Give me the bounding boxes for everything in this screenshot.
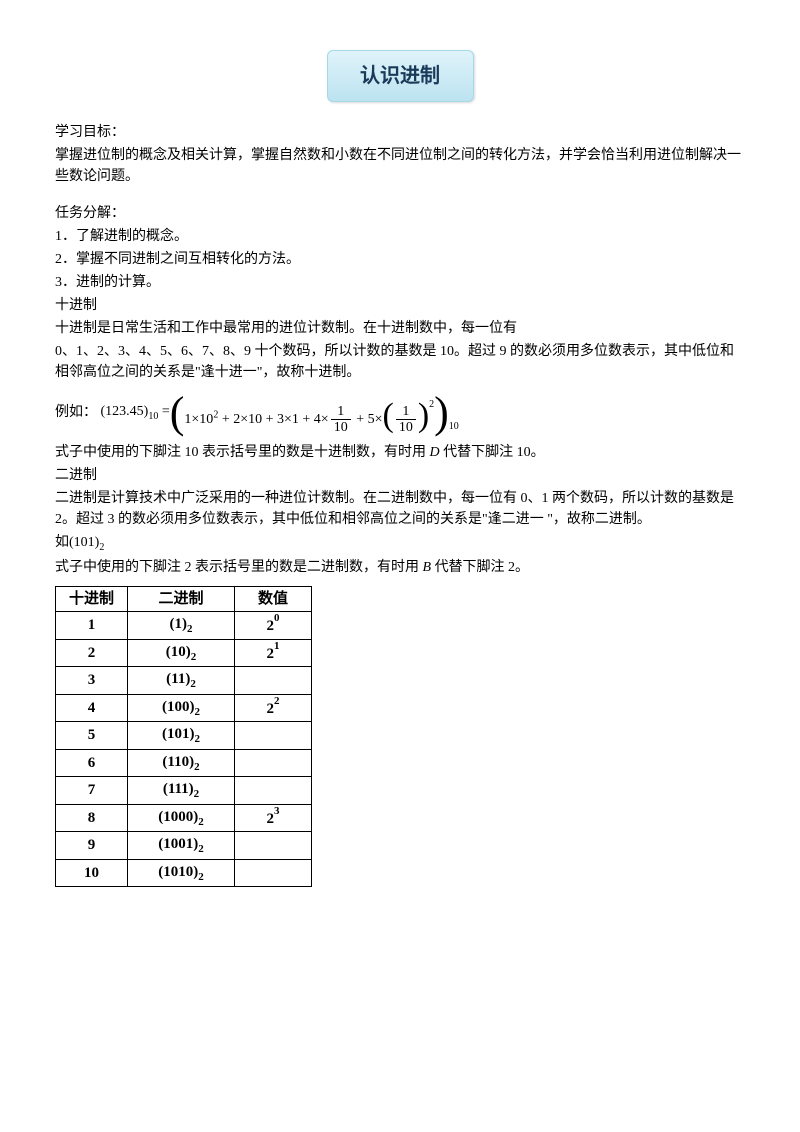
bin-cell: (11)2 [128,667,235,695]
table-header: 数值 [235,586,312,612]
bin-cell: (1)2 [128,612,235,640]
bin-p2: 如(101) [55,535,99,550]
val-cell [235,667,312,695]
table-header: 二进制 [128,586,235,612]
binary-text-2: 如(101)2 [55,532,745,555]
decimal-text-1: 十进制是日常生活和工作中最常用的进位计数制。在十进制数中，每一位有 [55,318,745,339]
dec-cell: 1 [56,612,128,640]
table-row: 2(10)221 [56,639,312,667]
val-cell: 23 [235,804,312,832]
dec-p3-a: 式子中使用的下脚注 10 表示括号里的数是十进制数，有时用 [55,445,430,460]
formula-body: 1×102 + 2×10 + 3×1 + 4×110 + 5×(110)2 [184,387,434,438]
inner-rparen-icon: ) [418,397,429,434]
table-body: 1(1)2202(10)2213(11)24(100)2225(101)26(1… [56,612,312,887]
table-row: 6(110)2 [56,749,312,777]
bin-cell: (1000)2 [128,804,235,832]
task-3: 3．进制的计算。 [55,272,745,293]
term3: + 5× [353,412,383,427]
inner-lparen-icon: ( [382,397,393,434]
dec-p3-b: D [430,445,440,460]
goal-heading: 学习目标： [55,122,745,143]
table-row: 3(11)2 [56,667,312,695]
binary-heading: 二进制 [55,465,745,486]
fraction-1: 110 [331,404,351,436]
bin-p3-b: B [423,560,432,575]
val-cell [235,832,312,860]
table-row: 10(1010)2 [56,859,312,887]
table-row: 7(111)2 [56,777,312,805]
frac2-num: 1 [396,404,416,420]
formula-lhs-num: 123.45 [105,404,144,419]
bin-cell: (101)2 [128,722,235,750]
dec-cell: 9 [56,832,128,860]
dec-cell: 4 [56,694,128,722]
bin-cell: (10)2 [128,639,235,667]
val-cell [235,722,312,750]
formula-row: 例如： (123.45)10 = ( 1×102 + 2×10 + 3×1 + … [55,387,745,438]
dec-cell: 5 [56,722,128,750]
formula-lhs-sub: 10 [148,411,158,422]
frac1-num: 1 [331,404,351,420]
binary-text-3: 式子中使用的下脚注 2 表示括号里的数是二进制数，有时用 B 代替下脚注 2。 [55,557,745,578]
dec-cell: 10 [56,859,128,887]
val-cell [235,859,312,887]
decimal-text-3: 式子中使用的下脚注 10 表示括号里的数是十进制数，有时用 D 代替下脚注 10… [55,442,745,463]
decimal-text-2: 0、1、2、3、4、5、6、7、8、9 十个数码，所以计数的基数是 10。超过 … [55,341,745,383]
table-row: 5(101)2 [56,722,312,750]
table-row: 9(1001)2 [56,832,312,860]
bin-p3-a: 式子中使用的下脚注 2 表示括号里的数是二进制数，有时用 [55,560,423,575]
fraction-2: 110 [396,404,416,436]
dec-cell: 6 [56,749,128,777]
bin-cell: (110)2 [128,749,235,777]
formula-lhs: (123.45)10 = [97,401,170,424]
frac1-den: 10 [331,420,351,435]
dec-p3-c: 代替下脚注 10。 [440,445,545,460]
bin-p2-sub: 2 [99,542,104,553]
term2: + 2×10 + 3×1 + 4× [218,412,328,427]
val-cell: 21 [235,639,312,667]
task-1: 1．了解进制的概念。 [55,226,745,247]
frac2-den: 10 [396,420,416,435]
table-row: 1(1)220 [56,612,312,640]
formula-prefix: 例如： [55,402,97,423]
term1: 1×10 [184,412,213,427]
table-row: 8(1000)223 [56,804,312,832]
val-cell: 20 [235,612,312,640]
dec-cell: 2 [56,639,128,667]
task-heading: 任务分解： [55,203,745,224]
dec-cell: 3 [56,667,128,695]
dec-cell: 7 [56,777,128,805]
val-cell [235,749,312,777]
val-cell: 22 [235,694,312,722]
bin-p3-c: 代替下脚注 2。 [431,560,529,575]
table-row: 4(100)222 [56,694,312,722]
goal-text: 掌握进位制的概念及相关计算，掌握自然数和小数在不同进位制之间的转化方法，并学会恰… [55,145,745,187]
rparen-icon: ) [434,391,449,435]
page-title: 认识进制 [327,50,474,102]
task-2: 2．掌握不同进制之间互相转化的方法。 [55,249,745,270]
val-cell [235,777,312,805]
decimal-heading: 十进制 [55,295,745,316]
conversion-table: 十进制 二进制 数值 1(1)2202(10)2213(11)24(100)22… [55,586,312,888]
lparen-icon: ( [170,391,185,435]
bin-cell: (1001)2 [128,832,235,860]
dec-cell: 8 [56,804,128,832]
table-header: 十进制 [56,586,128,612]
bin-cell: (111)2 [128,777,235,805]
bin-cell: (1010)2 [128,859,235,887]
outer-sub: 10 [449,419,459,434]
binary-text-1: 二进制是计算技术中广泛采用的一种进位计数制。在二进制数中，每一位有 0、1 两个… [55,488,745,530]
bin-cell: (100)2 [128,694,235,722]
table-header-row: 十进制 二进制 数值 [56,586,312,612]
